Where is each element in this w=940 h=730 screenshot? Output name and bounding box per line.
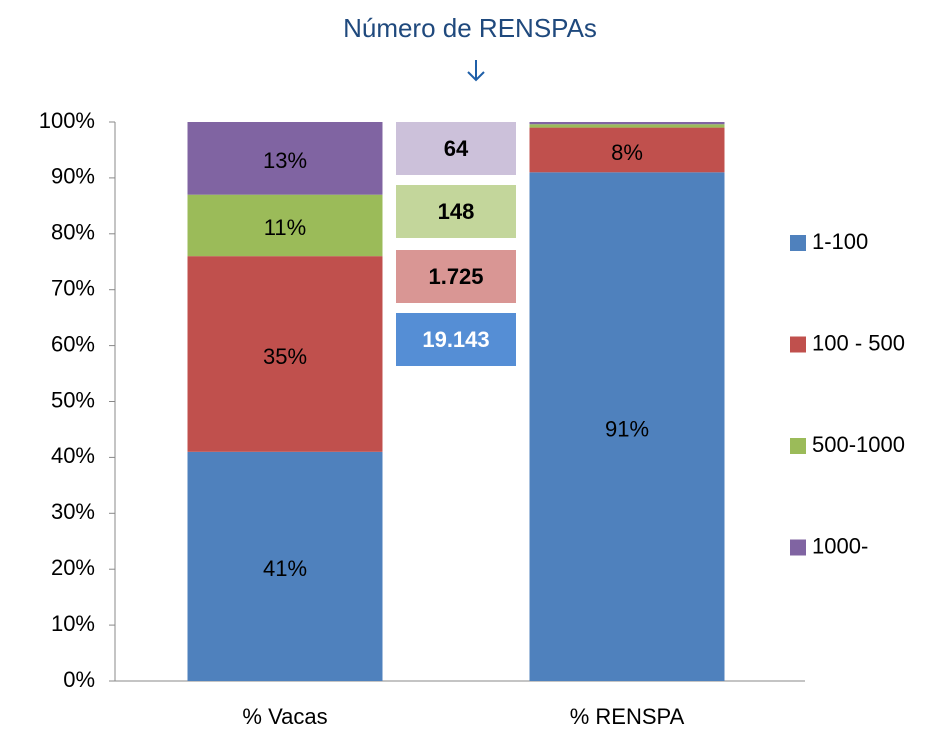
annotation-box <box>396 250 516 303</box>
data-label: 91% <box>605 416 649 441</box>
y-tick-label: 30% <box>51 499 95 524</box>
annotation-box <box>396 313 516 366</box>
annotation-box <box>396 185 516 238</box>
y-tick-label: 50% <box>51 387 95 412</box>
chart-title: Número de RENSPAs <box>343 13 597 43</box>
annotation-text: 64 <box>444 136 469 161</box>
x-tick-label: % RENSPA <box>570 704 685 729</box>
data-label: 13% <box>263 148 307 173</box>
x-tick-label: % Vacas <box>242 704 327 729</box>
annotation-text: 148 <box>438 199 475 224</box>
legend-swatch <box>790 235 806 251</box>
bar-segment <box>529 127 725 173</box>
legend-label: 1000- <box>812 533 868 558</box>
y-tick-label: 100% <box>39 108 95 133</box>
data-label: 41% <box>263 556 307 581</box>
annotation-text: 19.143 <box>422 327 489 352</box>
data-label: 8% <box>611 140 643 165</box>
y-tick-label: 0% <box>63 667 95 692</box>
legend-label: 500-1000 <box>812 432 905 457</box>
bar-segment <box>529 124 725 128</box>
y-tick-label: 60% <box>51 331 95 356</box>
data-label: 11% <box>264 215 306 240</box>
annotation-box <box>396 122 516 175</box>
bar-segment <box>529 172 725 681</box>
legend-swatch <box>790 539 806 556</box>
legend-swatch <box>790 438 806 454</box>
bar-segment <box>187 122 383 195</box>
bar-segment <box>187 256 383 452</box>
y-tick-label: 80% <box>51 220 95 245</box>
y-tick-label: 90% <box>51 164 95 189</box>
bar-segment <box>187 451 383 681</box>
legend-label: 100 - 500 <box>812 330 905 355</box>
legend-label: 1-100 <box>812 229 868 254</box>
legend-swatch <box>790 336 806 353</box>
bar-segment <box>187 194 383 257</box>
bar-segment <box>529 122 725 125</box>
y-tick-label: 20% <box>51 555 95 580</box>
y-tick-label: 10% <box>51 611 95 636</box>
annotation-text: 1.725 <box>428 264 483 289</box>
title-arrow <box>467 60 485 82</box>
y-tick-label: 40% <box>51 443 95 468</box>
y-tick-label: 70% <box>51 276 95 301</box>
data-label: 35% <box>263 344 307 369</box>
